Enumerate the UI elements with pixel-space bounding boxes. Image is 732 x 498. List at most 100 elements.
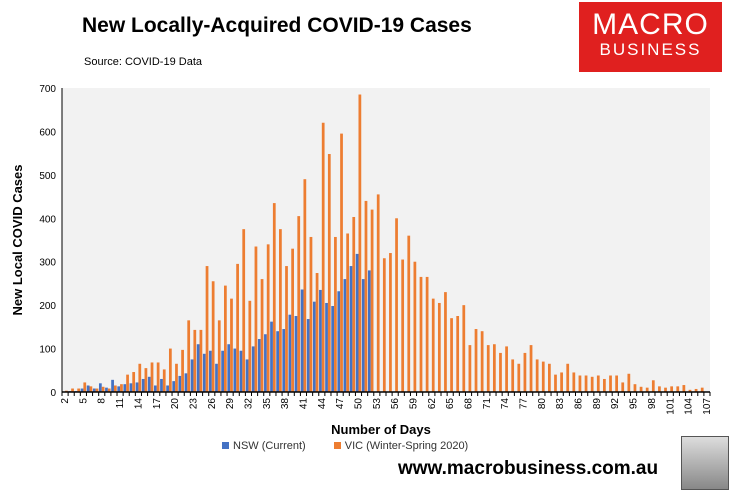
bar-vic (334, 236, 337, 392)
y-tick-label: 500 (39, 171, 56, 182)
bar-vic (474, 329, 478, 392)
bar-nsw (343, 279, 347, 392)
bar-vic (199, 329, 203, 392)
bar-vic (468, 345, 472, 392)
y-tick-label: 300 (39, 258, 56, 269)
bar-vic (535, 359, 539, 392)
x-tick-label: 50 (353, 398, 364, 410)
bar-vic (303, 179, 307, 392)
bar-nsw (141, 378, 145, 392)
footer-url: www.macrobusiness.com.au (398, 458, 659, 479)
x-tick-label: 95 (629, 398, 640, 410)
bar-vic (248, 300, 252, 392)
bar-nsw (160, 378, 163, 392)
y-tick-label: 400 (39, 214, 56, 225)
bar-vic (315, 273, 319, 392)
bar-vic (492, 344, 496, 392)
bar-vic (431, 298, 435, 392)
legend-swatch-nsw (222, 442, 229, 449)
bar-vic (321, 122, 325, 392)
bar-vic (272, 203, 276, 392)
bar-nsw (196, 344, 200, 392)
bar-nsw (172, 381, 176, 392)
x-tick-label: 92 (610, 398, 621, 410)
bar-vic (419, 276, 423, 392)
bar-vic (413, 261, 417, 392)
bar-vic (340, 133, 343, 392)
chart-source: Source: COVID-19 Data (84, 56, 202, 68)
bar-nsw (257, 339, 261, 392)
bar-vic (603, 378, 606, 392)
bar-vic (407, 235, 411, 392)
bar-vic (651, 380, 655, 392)
bar-vic (578, 375, 582, 392)
x-tick-label: 2 (60, 398, 71, 404)
bar-vic (71, 388, 74, 392)
bar-vic (327, 154, 331, 392)
y-tick-label: 200 (39, 301, 56, 312)
bar-vic (193, 329, 197, 392)
bar-vic (358, 94, 362, 392)
bar-vic (639, 386, 643, 392)
bar-vic (138, 363, 142, 392)
bar-nsw (294, 316, 298, 392)
x-tick-label: 53 (372, 398, 383, 410)
bar-nsw (215, 363, 218, 392)
bar-vic (205, 266, 209, 392)
bar-vic (162, 369, 166, 392)
bar-nsw (117, 386, 121, 392)
bar-nsw (221, 350, 224, 392)
bar-vic (254, 246, 258, 392)
bar-vic (266, 244, 270, 392)
bar-nsw (233, 348, 237, 392)
bar-vic (566, 363, 570, 392)
bar-vic (694, 388, 698, 392)
bar-nsw (178, 375, 182, 392)
bar-vic (297, 216, 301, 392)
logo-line2: BUSINESS (599, 40, 702, 59)
bar-vic (101, 386, 105, 392)
x-tick-label: 8 (97, 398, 108, 404)
bar-nsw (166, 385, 169, 392)
bar-vic (279, 229, 282, 392)
bar-nsw (239, 350, 243, 392)
x-tick-label: 11 (115, 398, 126, 409)
x-tick-label: 26 (207, 398, 218, 410)
x-tick-label: 98 (647, 398, 658, 410)
x-tick-label: 41 (298, 398, 309, 410)
bar-nsw (337, 291, 341, 392)
x-tick-label: 44 (317, 398, 328, 410)
bar-vic (346, 233, 350, 392)
bar-vic (499, 352, 502, 392)
bar-nsw (300, 289, 304, 392)
bar-vic (95, 388, 99, 392)
x-tick-label: 20 (170, 398, 181, 410)
x-tick-label: 47 (335, 398, 346, 410)
bar-vic (113, 385, 117, 392)
bar-vic (285, 266, 288, 392)
bar-vic (505, 346, 508, 392)
bar-vic (621, 382, 625, 392)
bar-nsw (325, 302, 328, 392)
bar-nsw (129, 383, 133, 392)
bar-vic (132, 372, 136, 392)
bar-vic (309, 236, 313, 392)
bar-vic (291, 248, 294, 392)
bar-vic (389, 253, 392, 392)
bar-vic (83, 382, 87, 392)
bar-nsw (367, 270, 371, 392)
bar-vic (486, 345, 490, 392)
bar-nsw (355, 253, 359, 392)
bar-vic (517, 363, 521, 392)
bar-vic (89, 386, 93, 392)
bar-vic (554, 374, 557, 392)
x-tick-label: 29 (225, 398, 236, 410)
bar-nsw (135, 382, 139, 392)
bar-vic (560, 372, 563, 392)
x-tick-label: 104 (684, 398, 695, 415)
bar-vic (370, 209, 374, 392)
plot-area (62, 88, 710, 392)
bar-nsw (92, 388, 96, 392)
bar-vic (450, 318, 453, 392)
